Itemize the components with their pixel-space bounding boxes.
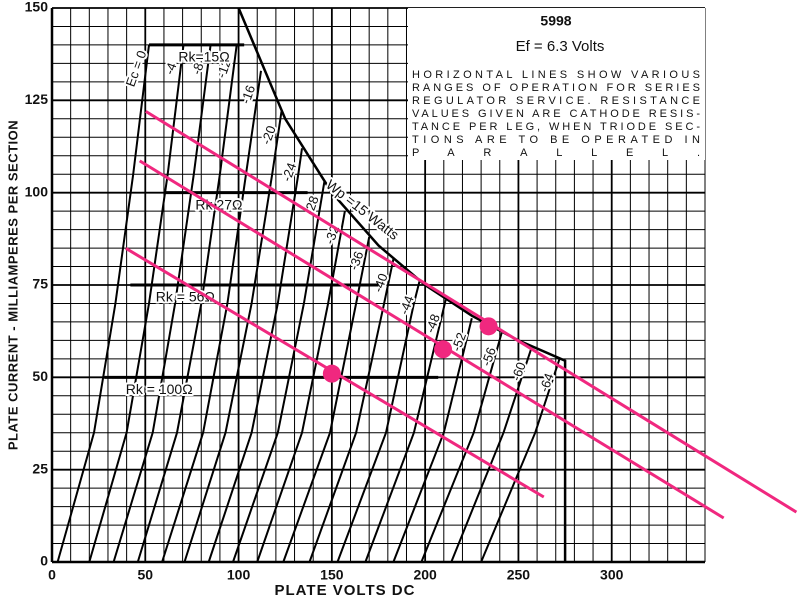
rk-label: Rk=15Ω <box>178 49 229 65</box>
plate-curve <box>207 148 303 563</box>
y-tick-label: 25 <box>32 460 48 476</box>
note-line: PARALLEL. <box>412 147 700 159</box>
x-tick-label: 300 <box>600 567 624 583</box>
plate-curve <box>364 299 447 563</box>
rk-label: Rk = 100Ω <box>126 381 193 397</box>
load-line <box>145 110 798 514</box>
x-tick-label: 200 <box>413 567 437 583</box>
note-line: TANCE PER LEG, WHEN TRIODE SEC- <box>412 121 700 133</box>
load-line <box>138 159 725 520</box>
plate-curve <box>336 281 421 563</box>
y-axis-title: PLATE CURRENT - MILLIAMPERES PER SECTION <box>5 120 20 450</box>
plate-curve <box>161 70 262 563</box>
plate-curve <box>183 111 283 563</box>
x-axis-title: PLATE VOLTS DC <box>275 582 416 599</box>
rk-label: Rk 27Ω <box>195 196 242 212</box>
plate-curve <box>112 44 212 563</box>
x-tick-label: 250 <box>507 567 531 583</box>
plate-curve <box>420 332 503 563</box>
curve-label: -44 <box>396 294 417 317</box>
plate-curve <box>56 44 150 563</box>
note-line: VALUES GIVEN ARE CATHODE RESIS- <box>412 108 700 120</box>
x-tick-label: 100 <box>227 567 251 583</box>
operating-point <box>479 317 498 336</box>
y-tick-label: 125 <box>25 91 49 107</box>
x-tick-label: 0 <box>48 567 56 583</box>
plate-curve <box>392 317 473 563</box>
note-title: 5998 <box>540 13 571 29</box>
plate-curve <box>88 44 185 563</box>
note-subtitle: Ef = 6.3 Volts <box>516 38 605 55</box>
plate-curve <box>450 347 533 563</box>
y-tick-label: 75 <box>32 276 48 292</box>
operating-point <box>322 364 341 383</box>
plate-curve <box>256 210 346 563</box>
curve-label: -24 <box>279 161 300 184</box>
plate-curve <box>282 236 371 563</box>
note-box <box>408 8 705 160</box>
y-tick-label: 150 <box>25 0 49 15</box>
y-tick-label: 50 <box>32 368 48 384</box>
x-tick-label: 150 <box>320 567 344 583</box>
note-line: HORIZONTAL LINES SHOW VARIOUS <box>412 69 700 81</box>
note-line: RANGES OF OPERATION FOR SERIES <box>412 82 700 94</box>
curve-label: -16 <box>238 83 259 106</box>
plate-curve <box>480 358 561 563</box>
operating-point <box>434 340 453 359</box>
plate-curve <box>136 44 238 563</box>
plate-curve <box>232 181 326 563</box>
plate-curve <box>308 258 395 563</box>
x-tick-label: 50 <box>137 567 153 583</box>
y-tick-label: 100 <box>25 183 49 199</box>
y-tick-label: 0 <box>40 553 48 569</box>
